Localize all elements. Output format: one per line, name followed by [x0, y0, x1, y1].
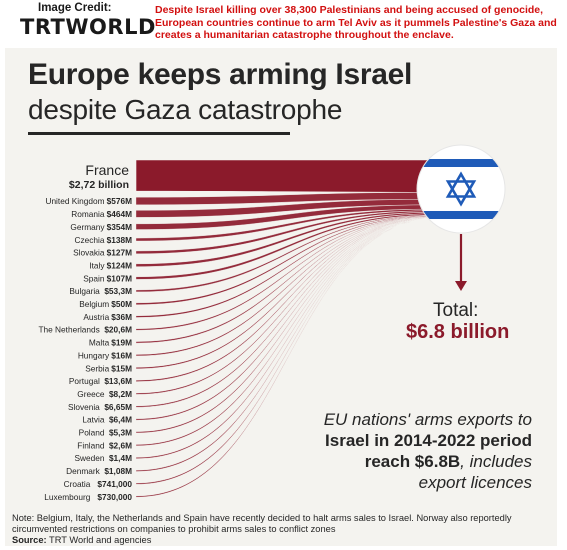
source-name: Romania: [71, 209, 105, 219]
eu-summary: EU nations' arms exports to Israel in 20…: [274, 409, 532, 493]
source-value-france: $2,72 billion: [69, 179, 129, 191]
image-credit-label: Image Credit:: [38, 2, 112, 14]
source-line: Source: TRT World and agencies: [12, 535, 151, 545]
flow-greece: [135, 217, 441, 395]
source-value: $464M: [107, 209, 132, 219]
eu-summary-line1: EU nations' arms exports to: [323, 410, 532, 429]
footnote: Note: Belgium, Italy, the Netherlands an…: [12, 513, 512, 534]
title-rule: [28, 132, 290, 135]
source-value: $13,6M: [104, 376, 132, 386]
source-value: $6,65M: [104, 402, 132, 412]
source-value: $16M: [111, 350, 132, 360]
source-value: $36M: [111, 312, 132, 322]
source-name: Greece: [77, 389, 105, 399]
source-value: $53,3M: [104, 286, 132, 296]
eu-summary-line3: reach $6.8B, includes: [274, 451, 532, 472]
source-value: $6,4M: [109, 415, 132, 425]
source-value: $5,3M: [109, 428, 132, 438]
source-name: Latvia: [82, 415, 105, 425]
infographic-subtitle: despite Gaza catastrophe: [28, 94, 343, 125]
source-name: Serbia: [85, 363, 109, 373]
source-name: Slovenia: [68, 402, 100, 412]
source-name: Malta: [89, 338, 110, 348]
source-name: Sweden: [75, 453, 105, 463]
source-name: Bulgaria: [69, 286, 100, 296]
flow-malta: [135, 216, 441, 344]
eu-summary-includes: , includes: [460, 452, 532, 471]
source-value: $576M: [107, 196, 132, 206]
flow-france: [135, 159, 441, 193]
source-value: $1,4M: [109, 453, 132, 463]
source-value: $1,08M: [104, 466, 132, 476]
source-name: Finland: [77, 440, 105, 450]
source-value: $19M: [111, 338, 132, 348]
source-name: The Netherlands: [38, 325, 99, 335]
source-value: $8,2M: [109, 389, 132, 399]
source-name: Poland: [79, 428, 105, 438]
source-name-france: France: [85, 162, 129, 178]
source-name: Denmark: [66, 466, 101, 476]
source-value: $741,000: [97, 479, 132, 489]
source-name: Luxembourg: [44, 492, 91, 502]
source-label: Source:: [12, 535, 47, 545]
source-name: Italy: [89, 260, 105, 270]
source-value: $107M: [107, 273, 132, 283]
source-name: Austria: [83, 312, 109, 322]
trt-world-logo: TRTWORLD: [20, 15, 156, 39]
eu-summary-line2: Israel in 2014-2022 period: [325, 431, 532, 450]
infographic-card: [5, 48, 557, 546]
source-value: $138M: [107, 235, 132, 245]
source-name: United Kingdom: [45, 196, 104, 206]
source-text: TRT World and agencies: [46, 535, 152, 545]
source-value: $124M: [107, 260, 132, 270]
eu-summary-line4: export licences: [418, 473, 532, 492]
image-caption: Despite Israel killing over 38,300 Pales…: [155, 4, 557, 41]
total-value: $6.8 billion: [406, 321, 510, 343]
source-value: $20,6M: [104, 325, 132, 335]
source-name: Spain: [83, 273, 105, 283]
israel-flag-icon: [416, 144, 506, 234]
flow-group: [135, 159, 441, 498]
source-name: Slovakia: [73, 248, 105, 258]
total-label: Total:: [433, 300, 479, 321]
source-value: $15M: [111, 363, 132, 373]
source-name: Germany: [70, 222, 105, 232]
down-arrow-icon: [455, 234, 467, 291]
source-value: $354M: [107, 222, 132, 232]
eu-summary-amount: reach $6.8B: [364, 452, 461, 471]
source-value: $127M: [107, 248, 132, 258]
source-name: Hungary: [78, 350, 110, 360]
source-value: $50M: [111, 299, 132, 309]
source-name: Belgium: [79, 299, 109, 309]
source-name: Croatia: [64, 479, 91, 489]
infographic-title: Europe keeps arming Israel: [28, 58, 413, 91]
source-value: $2,6M: [109, 440, 132, 450]
source-name: Portugal: [69, 376, 100, 386]
source-value: $730,000: [97, 492, 132, 502]
flow-latvia: [135, 217, 441, 421]
source-name: Czechia: [75, 235, 105, 245]
